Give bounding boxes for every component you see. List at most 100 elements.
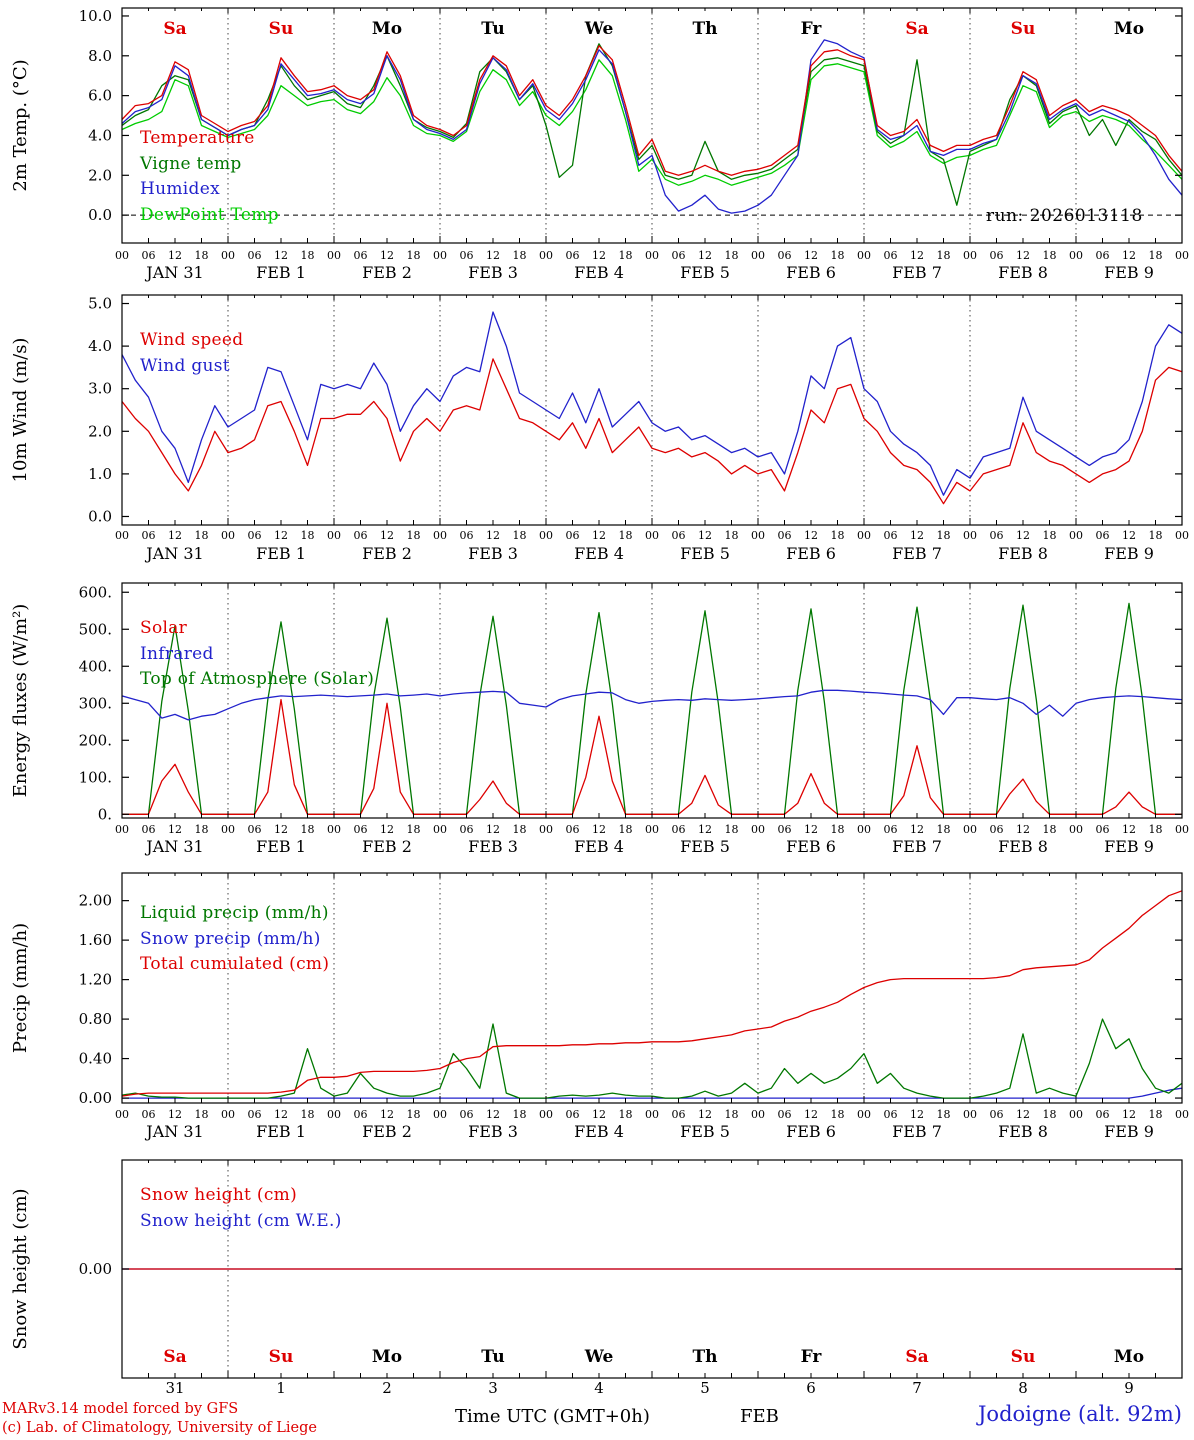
hour-tick-label: 06 <box>672 529 686 542</box>
hour-tick-label: 00 <box>751 249 765 262</box>
hour-tick-label: 00 <box>1175 529 1189 542</box>
hour-tick-label: 00 <box>645 249 659 262</box>
hour-tick-label: 06 <box>884 1108 898 1121</box>
date-label: FEB 9 <box>1104 263 1154 282</box>
hour-tick-label: 00 <box>221 249 235 262</box>
hour-tick-label: 06 <box>778 249 792 262</box>
date-label: FEB 1 <box>256 1122 306 1141</box>
hour-tick-label: 18 <box>725 249 739 262</box>
hour-tick-label: 18 <box>407 823 421 836</box>
hour-tick-label: 12 <box>274 823 288 836</box>
hour-tick-label: 06 <box>566 1108 580 1121</box>
day-number-label: 4 <box>594 1379 604 1397</box>
hour-tick-label: 06 <box>990 823 1004 836</box>
energy-flux-panel-chart: 0. 100. 200. 300. 400. 500. 600. 00 06 12 18 00 06 12… <box>10 582 1189 856</box>
hour-tick-label: 12 <box>698 823 712 836</box>
hour-tick-label: 06 <box>672 1108 686 1121</box>
hour-tick-label: 06 <box>354 249 368 262</box>
hour-tick-label: 06 <box>1096 1108 1110 1121</box>
legend-item-total-cumulated: Total cumulated (cm) <box>140 954 330 974</box>
hour-tick-label: 12 <box>274 249 288 262</box>
hour-tick-label: 06 <box>884 249 898 262</box>
hour-tick-label: 12 <box>274 529 288 542</box>
hour-tick-label: 18 <box>725 529 739 542</box>
date-label: FEB 5 <box>680 1122 730 1141</box>
date-label: FEB 9 <box>1104 837 1154 856</box>
hour-tick-label: 12 <box>274 1108 288 1121</box>
weekday-label: Th <box>692 19 717 39</box>
hour-tick-label: 06 <box>354 823 368 836</box>
hour-tick-label: 06 <box>460 1108 474 1121</box>
series-wind-gust-line <box>122 311 1182 496</box>
hour-tick-label: 12 <box>1122 823 1136 836</box>
date-label: FEB 4 <box>574 263 624 282</box>
hour-tick-label: 12 <box>486 529 500 542</box>
hour-tick-label: 18 <box>831 529 845 542</box>
hour-tick-label: 18 <box>195 249 209 262</box>
hour-tick-label: 18 <box>513 823 527 836</box>
hour-tick-label: 18 <box>407 249 421 262</box>
y-tick-label: 6.0 <box>88 87 112 105</box>
lab-credit-line: (c) Lab. of Climatology, University of L… <box>2 1420 317 1436</box>
date-label: FEB 8 <box>998 1122 1048 1141</box>
hour-tick-label: 00 <box>1175 249 1189 262</box>
date-label: FEB 3 <box>468 1122 518 1141</box>
hour-tick-label: 00 <box>539 249 553 262</box>
model-credit-line: MARv3.14 model forced by GFS <box>2 1401 239 1417</box>
y-axis-title: Energy fluxes (W/m²) <box>10 604 31 798</box>
hour-tick-label: 18 <box>725 1108 739 1121</box>
hour-tick-label: 18 <box>195 823 209 836</box>
hour-tick-label: 00 <box>539 529 553 542</box>
hour-tick-label: 18 <box>1043 823 1057 836</box>
y-axis-title: 2m Temp. (°C) <box>10 59 31 191</box>
y-tick-label: 5.0 <box>88 295 112 313</box>
hour-tick-label: 12 <box>910 823 924 836</box>
hour-tick-label: 12 <box>1122 249 1136 262</box>
date-label: FEB 7 <box>892 1122 942 1141</box>
hour-tick-label: 18 <box>195 529 209 542</box>
legend-item-toa-solar: Top of Atmosphere (Solar) <box>140 669 375 689</box>
wind-legend: Wind speed Wind gust <box>140 328 243 379</box>
hour-tick-label: 00 <box>221 1108 235 1121</box>
hour-tick-label: 00 <box>857 529 871 542</box>
hour-tick-label: 06 <box>460 249 474 262</box>
hour-tick-label: 12 <box>380 529 394 542</box>
hour-tick-label: 06 <box>778 823 792 836</box>
hour-tick-label: 00 <box>857 1108 871 1121</box>
hour-tick-label: 00 <box>857 249 871 262</box>
hour-tick-label: 00 <box>645 529 659 542</box>
legend-item-infrared: Infrared <box>140 643 214 664</box>
hour-tick-label: 06 <box>248 249 262 262</box>
hour-tick-label: 00 <box>1175 823 1189 836</box>
date-label: FEB 7 <box>892 263 942 282</box>
date-label: JAN 31 <box>144 544 203 563</box>
y-tick-label: 0.0 <box>88 206 112 224</box>
legend-item-solar: Solar <box>140 618 188 638</box>
hour-tick-label: 00 <box>115 529 129 542</box>
day-number-label: 2 <box>382 1379 392 1397</box>
hour-tick-label: 00 <box>327 1108 341 1121</box>
snow-height-legend: Snow height (cm) Snow height (cm W.E.) <box>140 1183 342 1234</box>
hour-tick-label: 12 <box>168 529 182 542</box>
hour-tick-label: 18 <box>937 823 951 836</box>
hour-tick-label: 00 <box>433 1108 447 1121</box>
hour-tick-label: 12 <box>486 249 500 262</box>
hour-tick-label: 06 <box>248 823 262 836</box>
hour-tick-label: 00 <box>1069 1108 1083 1121</box>
hour-tick-label: 00 <box>751 529 765 542</box>
energy-legend: Solar Infrared Top of Atmosphere (Solar) <box>140 616 374 693</box>
weekday-label: Su <box>1011 19 1036 39</box>
hour-tick-label: 12 <box>486 1108 500 1121</box>
hour-tick-label: 12 <box>592 529 606 542</box>
hour-tick-label: 00 <box>115 1108 129 1121</box>
date-label: FEB 7 <box>892 544 942 563</box>
hour-tick-label: 18 <box>407 1108 421 1121</box>
y-tick-label: 0. <box>98 805 112 823</box>
hour-tick-label: 06 <box>142 249 156 262</box>
hour-tick-label: 06 <box>1096 249 1110 262</box>
hour-tick-label: 00 <box>645 823 659 836</box>
series-temperature-line <box>122 45 1182 176</box>
time-axis-title: Time UTC (GMT+0h) <box>455 1406 650 1427</box>
weekday-label: Mo <box>1114 1347 1144 1367</box>
